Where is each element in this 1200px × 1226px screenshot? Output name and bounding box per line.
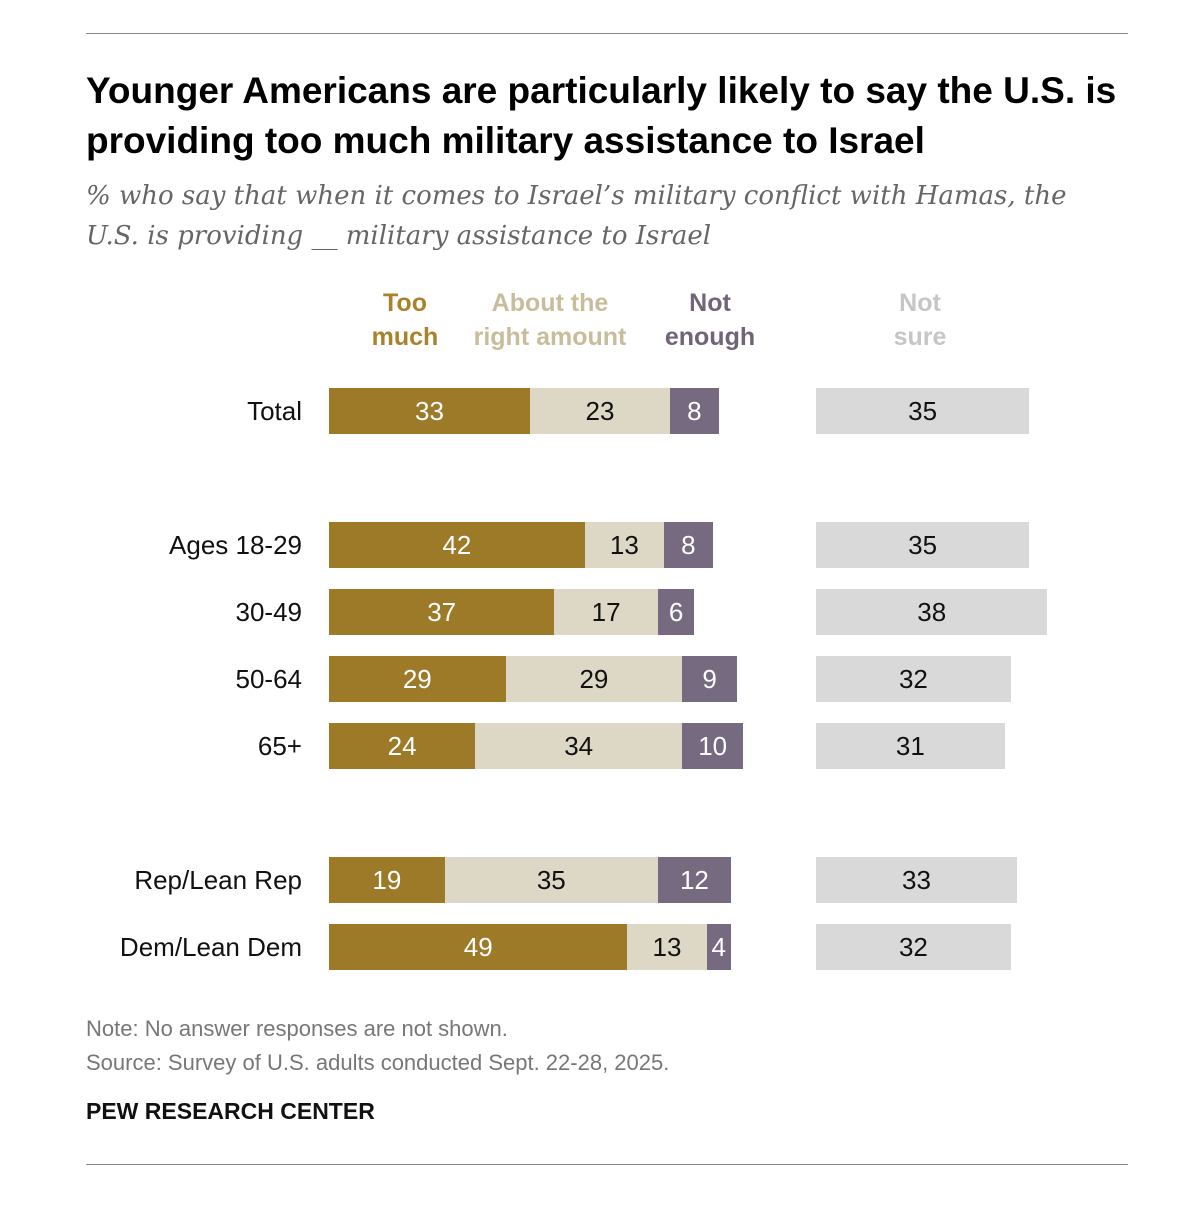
row-label: 65+ xyxy=(257,731,302,761)
bar-not-enough: 10 xyxy=(682,723,744,769)
bar-too-much: 33 xyxy=(329,388,530,434)
note-text: Note: No answer responses are not shown. xyxy=(86,1016,508,1041)
bar-too-much: 19 xyxy=(329,857,445,903)
row-label: 50-64 xyxy=(235,664,303,694)
data-label: 33 xyxy=(902,864,931,895)
data-label: 35 xyxy=(536,864,566,895)
data-label: 24 xyxy=(387,730,417,761)
chart-title: Younger Americans are particularly likel… xyxy=(86,70,1117,161)
bar-not-sure: 33 xyxy=(816,857,1017,903)
data-label: 38 xyxy=(917,596,947,627)
legend-label-line2: much xyxy=(371,323,439,351)
bar-not-sure: 35 xyxy=(816,388,1030,434)
bar-too-much: 24 xyxy=(329,723,476,769)
data-label: 12 xyxy=(679,864,709,895)
bar-not-enough: 12 xyxy=(657,857,731,903)
legend-label-line1: About the xyxy=(491,289,609,317)
data-label: 29 xyxy=(579,663,609,694)
data-label: 35 xyxy=(908,395,938,426)
bar-not-sure: 31 xyxy=(816,723,1005,769)
legend-item: Too much xyxy=(360,286,450,354)
data-label: 37 xyxy=(427,596,457,627)
bar-too-much: 42 xyxy=(329,522,585,568)
data-label: 23 xyxy=(585,395,615,426)
data-label: 8 xyxy=(687,395,702,426)
data-label: 31 xyxy=(895,730,925,761)
legend-label-line1: Too xyxy=(383,289,427,317)
bar-too-much: 29 xyxy=(329,656,506,702)
bar-not-sure: 32 xyxy=(816,656,1011,702)
legend-label-line1: Not xyxy=(689,289,731,317)
data-label: 8 xyxy=(681,529,696,560)
data-label: 17 xyxy=(591,596,621,627)
data-label: 49 xyxy=(463,931,493,962)
bar-not-enough: 6 xyxy=(657,589,695,635)
data-label: 34 xyxy=(564,730,594,761)
bar-about-the-right-amount: 17 xyxy=(554,589,658,635)
bar-about-the-right-amount: 13 xyxy=(584,522,664,568)
row-label: Rep/Lean Rep xyxy=(134,865,302,895)
legend-label-line2: right amount xyxy=(473,323,627,351)
bar-not-enough: 4 xyxy=(706,924,731,970)
data-label: 13 xyxy=(609,529,639,560)
data-label: 32 xyxy=(898,663,928,694)
row-label: Dem/Lean Dem xyxy=(119,932,302,962)
data-label: 29 xyxy=(402,663,432,694)
bar-about-the-right-amount: 34 xyxy=(475,723,683,769)
data-label: 42 xyxy=(442,529,472,560)
legend-label-line2: enough xyxy=(664,323,756,351)
row-label: Ages 18-29 xyxy=(169,530,302,560)
row-label: Total xyxy=(247,396,302,426)
row-label: 30-49 xyxy=(235,597,303,627)
data-label: 9 xyxy=(702,663,717,694)
bar-not-sure: 38 xyxy=(816,589,1048,635)
legend-item: Not enough xyxy=(655,286,765,354)
chart-subtitle: % who say that when it comes to Israel’s… xyxy=(86,181,1067,251)
data-label: 19 xyxy=(372,864,402,895)
bar-about-the-right-amount: 23 xyxy=(529,388,671,434)
data-label: 33 xyxy=(415,395,444,426)
legend-label-line1: Not xyxy=(899,289,941,317)
bar-about-the-right-amount: 13 xyxy=(627,924,707,970)
data-label: 10 xyxy=(698,730,728,761)
bar-about-the-right-amount: 35 xyxy=(444,857,658,903)
bar-not-sure: 32 xyxy=(816,924,1011,970)
source-text: Source: Survey of U.S. adults conducted … xyxy=(86,1050,670,1075)
bar-about-the-right-amount: 29 xyxy=(505,656,683,702)
data-label: 6 xyxy=(668,596,684,627)
top-divider xyxy=(86,33,1128,34)
legend-item: About the right amount xyxy=(460,286,640,354)
brand-logo-text: PEW RESEARCH CENTER xyxy=(86,1098,375,1124)
bar-not-enough: 8 xyxy=(663,522,713,568)
bar-too-much: 49 xyxy=(329,924,628,970)
bar-too-much: 37 xyxy=(329,589,555,635)
bar-not-enough: 9 xyxy=(682,656,738,702)
data-label: 32 xyxy=(898,931,928,962)
legend-item: Not sure xyxy=(870,286,970,354)
bar-not-enough: 8 xyxy=(670,388,719,434)
data-label: 35 xyxy=(908,529,938,560)
bottom-divider xyxy=(86,1164,1128,1165)
legend-label-line2: sure xyxy=(893,323,947,351)
data-label: 4 xyxy=(711,931,726,962)
data-label: 13 xyxy=(652,931,682,962)
bar-not-sure: 35 xyxy=(816,522,1030,568)
